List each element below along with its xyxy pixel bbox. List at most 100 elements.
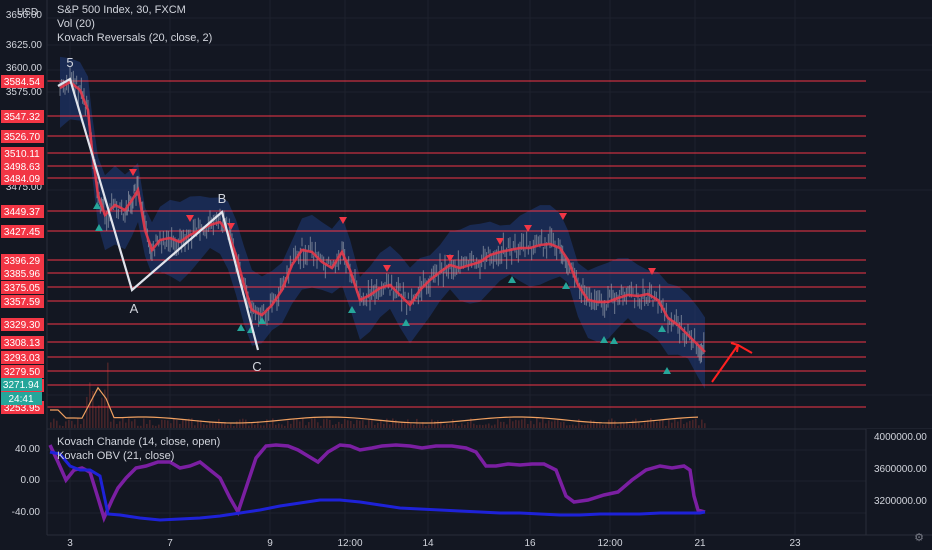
volume-bar (608, 419, 610, 428)
time-axis[interactable] (0, 535, 932, 550)
volume-bar (386, 418, 388, 428)
sell-marker (648, 268, 656, 275)
volume-bar (59, 425, 61, 428)
current-price-badge: 3271.94 24:41 (1, 378, 42, 405)
volume-bar (107, 362, 109, 428)
level-badge-text: 3279.50 (4, 367, 41, 378)
reversals-indicator-label[interactable]: Kovach Reversals (20, close, 2) (57, 32, 213, 44)
volume-bar (497, 419, 499, 428)
volume-bar (401, 421, 403, 428)
volume-bar (695, 418, 697, 428)
lower-left-axis: 40.00 0.00 -40.00 (12, 444, 41, 518)
current-price-value: 3271.94 (3, 380, 40, 391)
volume-bar (404, 423, 406, 428)
price-tick: 3575.00 (6, 87, 43, 98)
price-tick: 3600.00 (6, 63, 43, 74)
level-badge-bg (1, 160, 44, 173)
currency-label: USD (17, 7, 38, 18)
time-label: 23 (789, 538, 801, 549)
volume-bar (245, 419, 247, 428)
level-badge-text: 3498.63 (4, 162, 41, 173)
volume-bar (143, 418, 145, 428)
volume-bar (548, 420, 550, 428)
volume-bar (632, 420, 634, 428)
symbol-title[interactable]: S&P 500 Index, 30, FXCM (57, 4, 186, 16)
forecast-arrow[interactable] (711, 342, 753, 383)
volume-bar (458, 425, 460, 428)
volume-bar (431, 419, 433, 428)
volume-bar (380, 419, 382, 428)
volume-bar (683, 424, 685, 428)
osc-axis-0: 0.00 (21, 475, 41, 486)
price-band (60, 56, 705, 389)
right-obv-axis[interactable] (866, 429, 932, 535)
volume-bar (440, 421, 442, 428)
volume-bar (419, 424, 421, 428)
volume-bar (593, 420, 595, 428)
volume-bar (518, 420, 520, 428)
volume-bar (236, 421, 238, 428)
level-badge-bg (1, 365, 44, 378)
obv-axis-3600000: 3600000.00 (874, 464, 927, 475)
volume-bar (158, 424, 160, 428)
time-label: 14 (422, 538, 434, 549)
chande-indicator-label[interactable]: Kovach Chande (14, close, open) (57, 436, 221, 448)
volume-bar (155, 425, 157, 428)
volume-bar (347, 420, 349, 428)
volume-bar (389, 424, 391, 428)
volume-bar (359, 420, 361, 428)
wave-label-a: A (130, 301, 139, 316)
volume-bar (395, 419, 397, 428)
volume-indicator-label[interactable]: Vol (20) (57, 18, 95, 30)
volume-bar (521, 419, 523, 428)
level-badge-bg (1, 351, 44, 364)
gear-icon[interactable]: ⚙ (914, 532, 924, 544)
volume-bar (314, 418, 316, 428)
volume-bar (488, 423, 490, 428)
volume-bar (446, 423, 448, 428)
reversal-markers (93, 169, 671, 374)
volume-bar (596, 422, 598, 428)
buy-marker (663, 367, 671, 374)
volume-bar (56, 420, 58, 428)
volume-bar (272, 418, 274, 428)
volume-bar (674, 419, 676, 428)
level-badge-text: 3526.70 (4, 132, 41, 143)
volume-bar (305, 425, 307, 428)
volume-bar (173, 419, 175, 428)
volume-bar (530, 420, 532, 428)
time-label: 7 (167, 538, 173, 549)
volume-bar (686, 422, 688, 428)
volume-bar (344, 419, 346, 428)
volume-bar (371, 419, 373, 428)
level-badge-bg (1, 281, 44, 294)
volume-bar (233, 425, 235, 428)
level-badge-text: 3253.95 (4, 403, 41, 414)
volume-bar (317, 422, 319, 428)
volume-bar (563, 421, 565, 428)
buy-marker (610, 337, 618, 344)
volume-bar (524, 418, 526, 428)
sell-marker (227, 223, 235, 230)
sell-marker (186, 215, 194, 222)
volume-bar (377, 422, 379, 428)
volume-bar (590, 419, 592, 428)
volume-bar (368, 419, 370, 428)
volume-bar (503, 421, 505, 428)
obv-indicator-label[interactable]: Kovach OBV (21, close) (57, 450, 175, 462)
volume-bar (437, 420, 439, 428)
volume-bar (365, 425, 367, 428)
volume-bar (101, 397, 103, 428)
price-tick: 3625.00 (6, 40, 43, 51)
volume-bar (434, 421, 436, 428)
volume-bar (491, 425, 493, 428)
time-label: 12:00 (597, 538, 622, 549)
buy-marker (237, 324, 245, 331)
volume-bar (512, 421, 514, 428)
sell-marker (524, 225, 532, 232)
volume-bar (62, 426, 64, 428)
elliott-wave-lines[interactable] (57, 77, 260, 351)
volume-bar (323, 419, 325, 428)
volume-bar (482, 425, 484, 428)
